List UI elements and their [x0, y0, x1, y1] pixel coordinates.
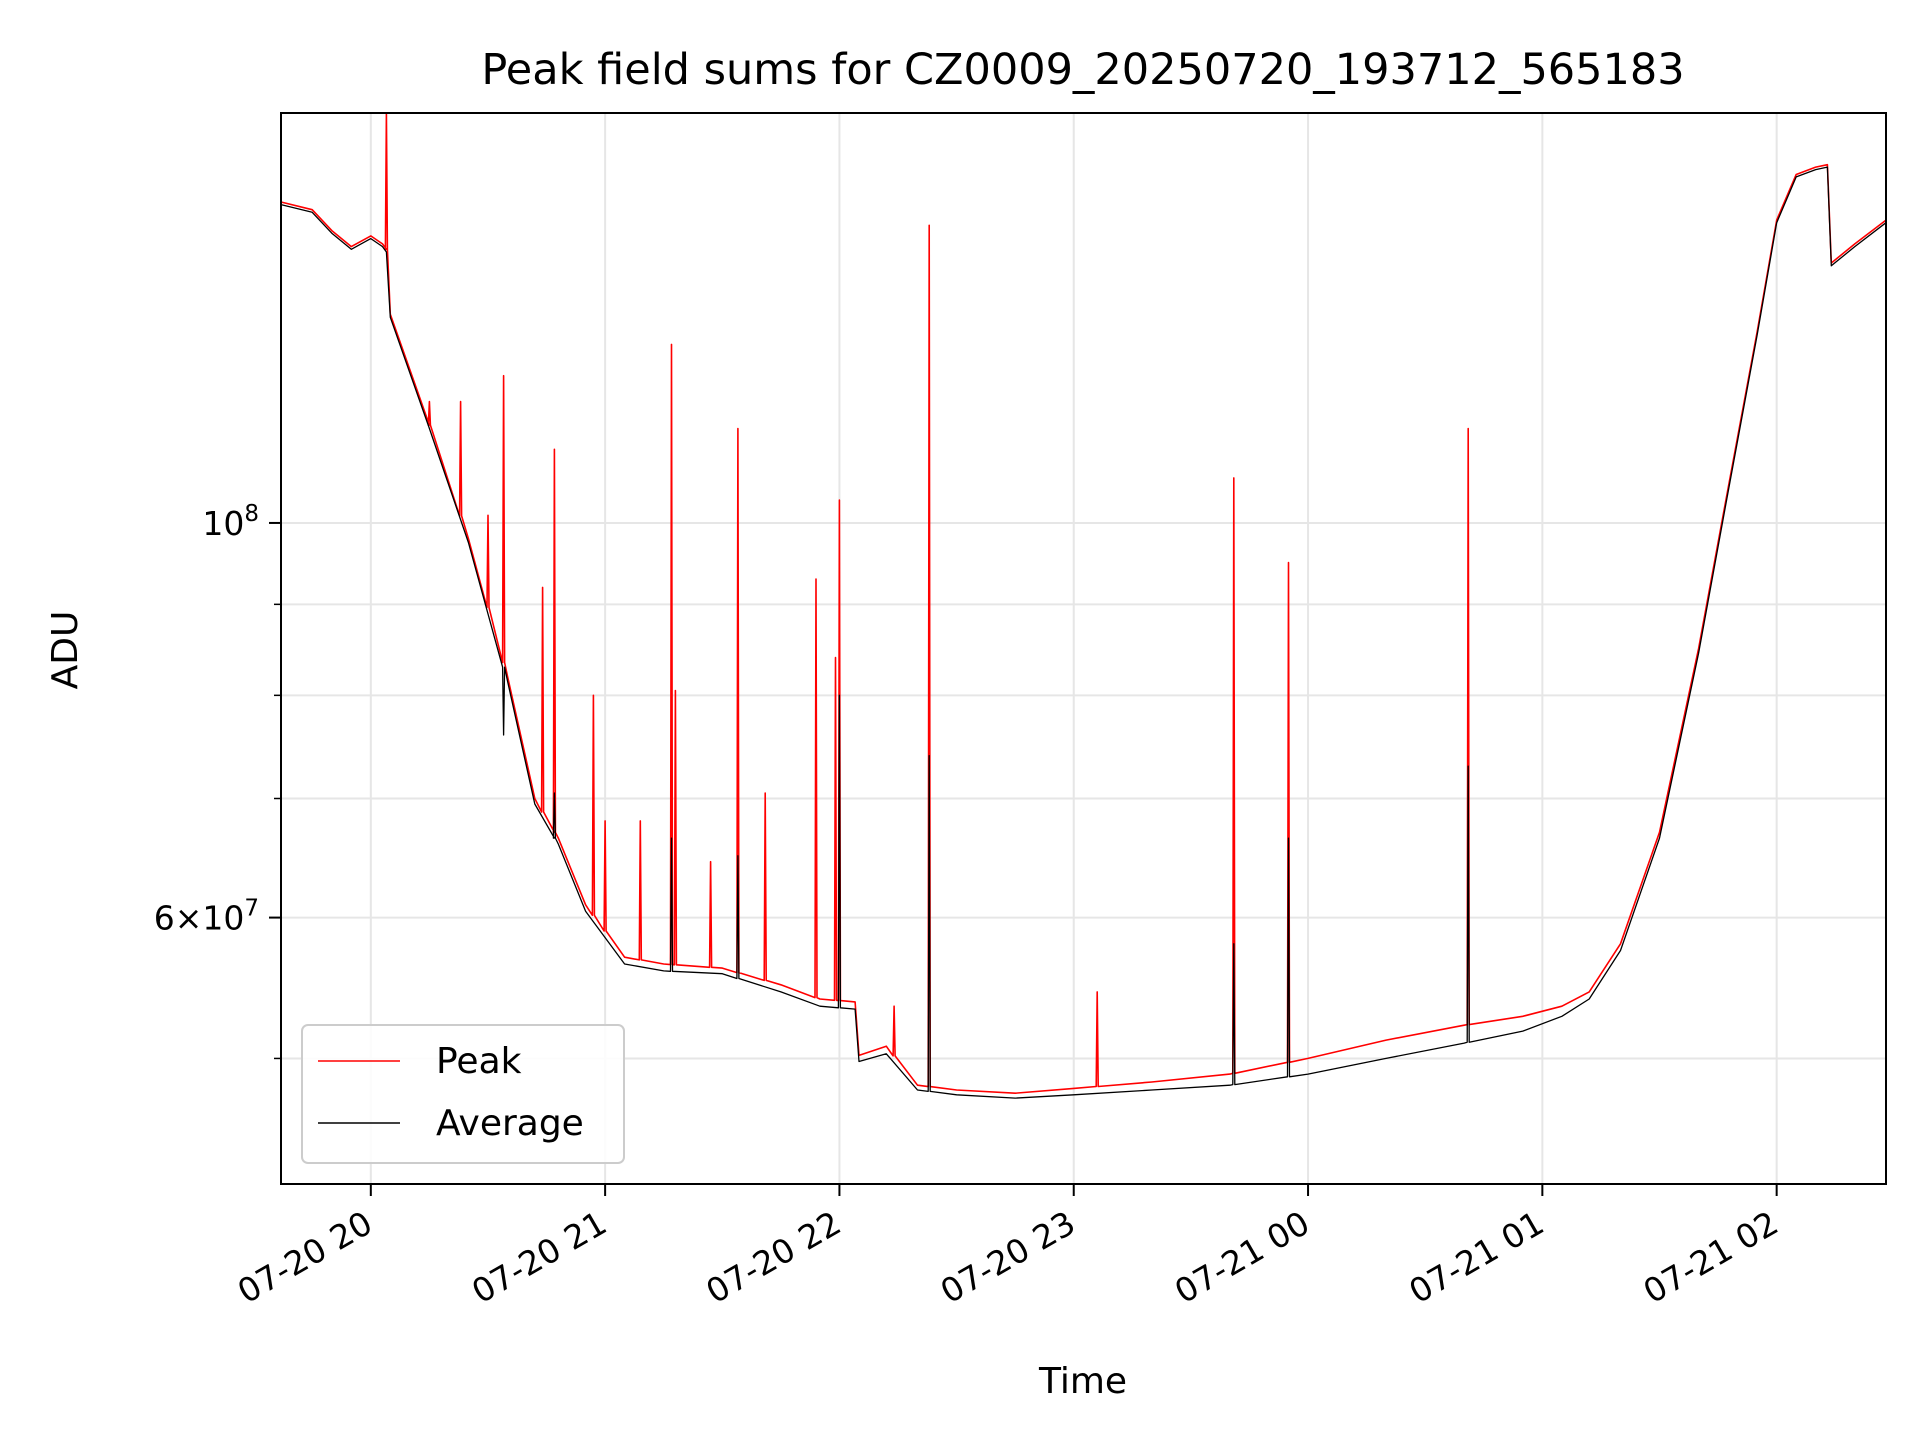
legend-label-average: Average	[436, 1103, 584, 1144]
y-axis: 108 6×107	[154, 501, 281, 1060]
y-tick-base: 10	[202, 504, 244, 543]
grid	[281, 113, 1886, 1184]
x-axis: 07-20 20 07-20 21 07-20 22 07-20 23 07-21 00…	[231, 1184, 1785, 1311]
x-axis-label: Time	[1038, 1361, 1127, 1402]
x-tick-label: 07-21 00	[1168, 1203, 1316, 1311]
x-tick-label: 07-21 02	[1637, 1203, 1785, 1311]
x-tick-label: 07-20 22	[699, 1203, 847, 1311]
legend-box	[301, 1024, 625, 1164]
y-axis-label: ADU	[45, 611, 86, 690]
series-line-peak	[280, 112, 1887, 1094]
y-tick-label: 6×107	[154, 896, 259, 938]
legend: Peak Average	[301, 1024, 625, 1164]
y-tick-base: 6×10	[154, 899, 245, 938]
series-lines	[280, 112, 1887, 1099]
x-tick-label: 07-20 20	[231, 1203, 379, 1311]
y-tick-label: 108	[202, 501, 259, 543]
x-tick-label: 07-21 01	[1402, 1203, 1550, 1311]
x-tick-label: 07-20 21	[465, 1203, 613, 1311]
y-tick-exponent: 7	[244, 896, 259, 922]
y-tick-exponent: 8	[244, 501, 259, 527]
x-tick-label: 07-20 23	[934, 1203, 1082, 1311]
series-line-average	[280, 166, 1887, 1099]
chart-title: Peak field sums for CZ0009_20250720_1937…	[481, 45, 1684, 95]
plot-frame	[280, 112, 1887, 1185]
legend-label-peak: Peak	[436, 1041, 522, 1082]
